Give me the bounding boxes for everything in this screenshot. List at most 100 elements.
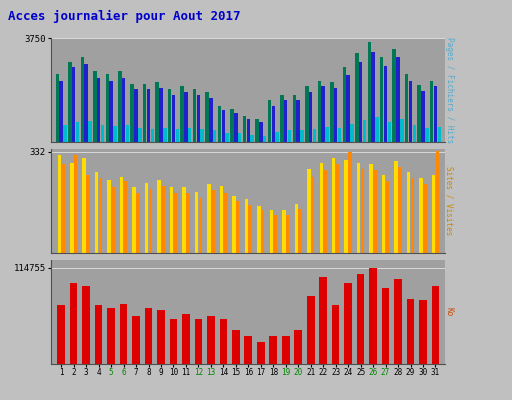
Bar xyxy=(382,288,390,364)
Bar xyxy=(232,196,236,253)
Bar xyxy=(284,100,288,142)
Bar xyxy=(124,181,127,253)
Bar xyxy=(120,176,123,253)
Y-axis label: Sites / Visites: Sites / Visites xyxy=(445,166,454,236)
Bar xyxy=(380,57,383,142)
Y-axis label: Pages / Fichiers / Hits: Pages / Fichiers / Hits xyxy=(445,37,454,143)
Bar xyxy=(184,92,188,142)
Bar xyxy=(407,172,410,253)
Bar xyxy=(405,74,409,142)
Bar xyxy=(293,95,296,142)
Bar xyxy=(145,183,148,253)
Bar xyxy=(398,168,402,253)
Bar xyxy=(136,193,140,253)
Bar xyxy=(220,319,227,364)
Bar xyxy=(296,100,300,142)
Bar xyxy=(230,108,234,142)
Bar xyxy=(347,75,350,142)
Bar xyxy=(195,192,198,253)
Bar xyxy=(57,155,61,253)
Bar xyxy=(294,330,302,364)
Bar xyxy=(224,193,227,253)
Bar xyxy=(82,286,90,364)
Bar xyxy=(122,78,125,142)
Bar xyxy=(95,172,98,253)
Bar xyxy=(263,136,266,142)
Bar xyxy=(205,92,209,142)
Bar xyxy=(182,314,190,364)
Bar xyxy=(400,119,403,142)
Bar xyxy=(61,164,65,253)
Bar xyxy=(355,53,358,142)
Bar xyxy=(345,160,348,253)
Bar xyxy=(270,210,273,253)
Bar xyxy=(243,116,246,142)
Bar xyxy=(180,86,184,142)
Bar xyxy=(338,128,341,142)
Bar xyxy=(238,133,241,142)
Bar xyxy=(286,215,289,253)
Text: Acces journalier pour Aout 2017: Acces journalier pour Aout 2017 xyxy=(8,10,240,23)
Bar xyxy=(72,67,75,142)
Bar xyxy=(369,268,377,364)
Bar xyxy=(248,205,252,253)
Bar xyxy=(82,158,86,253)
Bar xyxy=(371,52,375,142)
Bar xyxy=(218,106,221,142)
Bar xyxy=(134,89,138,142)
Bar xyxy=(250,135,254,142)
Bar xyxy=(421,91,425,142)
Bar xyxy=(87,175,90,253)
Bar xyxy=(111,187,115,253)
Bar xyxy=(324,170,327,253)
Bar xyxy=(334,88,337,142)
Bar xyxy=(245,200,248,253)
Bar xyxy=(294,204,298,253)
Bar xyxy=(247,119,250,142)
Bar xyxy=(169,319,177,364)
Bar xyxy=(368,42,371,142)
Bar xyxy=(322,86,325,142)
Bar xyxy=(384,66,387,142)
Bar xyxy=(70,283,77,364)
Bar xyxy=(95,305,102,364)
Bar xyxy=(432,175,435,253)
Bar xyxy=(361,169,364,253)
Bar xyxy=(271,106,275,142)
Bar xyxy=(199,198,202,253)
Bar xyxy=(182,187,186,253)
Bar xyxy=(74,155,77,253)
Bar xyxy=(269,336,277,364)
Bar xyxy=(423,184,426,253)
Bar xyxy=(244,336,252,364)
Bar xyxy=(257,206,261,253)
Bar xyxy=(68,62,72,142)
Bar xyxy=(386,181,389,253)
Bar xyxy=(419,300,427,364)
Bar xyxy=(257,342,265,364)
Bar xyxy=(430,81,433,142)
Bar xyxy=(157,310,165,364)
Bar xyxy=(438,127,441,142)
Bar xyxy=(151,128,154,142)
Bar xyxy=(225,133,229,142)
Bar xyxy=(232,330,240,364)
Bar xyxy=(325,127,329,142)
Bar xyxy=(317,81,321,142)
Bar xyxy=(201,129,204,142)
Bar xyxy=(413,126,416,142)
Bar xyxy=(436,151,439,253)
Bar xyxy=(234,113,238,142)
Bar xyxy=(396,57,400,142)
Bar xyxy=(336,164,339,253)
Bar xyxy=(393,49,396,142)
Bar xyxy=(332,158,335,253)
Bar xyxy=(197,95,200,142)
Bar xyxy=(417,85,421,142)
Bar xyxy=(282,336,290,364)
Bar xyxy=(280,95,284,142)
Bar xyxy=(70,163,74,253)
Bar xyxy=(255,119,259,142)
Bar xyxy=(195,319,202,364)
Bar xyxy=(362,120,366,142)
